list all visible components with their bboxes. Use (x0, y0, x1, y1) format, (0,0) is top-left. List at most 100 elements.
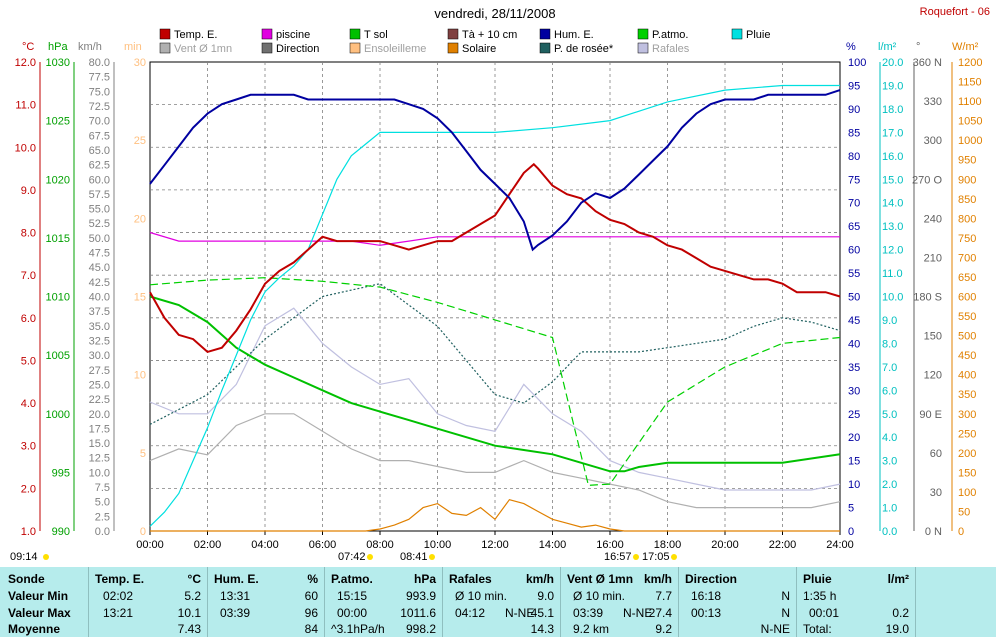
wind-axis-tick: 10.0 (89, 467, 110, 479)
solar-axis-tick: 550 (958, 311, 976, 323)
rain-axis-tick: 15.0 (882, 174, 903, 186)
wind-axis-tick: 42.5 (89, 277, 110, 289)
rain-axis-tick: 12.0 (882, 245, 903, 257)
hum-axis-tick: 90 (848, 104, 860, 116)
wind-axis-tick: 57.5 (89, 189, 110, 201)
wind-axis-tick: 75.0 (89, 86, 110, 98)
sun-event-marker (367, 554, 373, 560)
wind-axis-tick: 37.5 (89, 306, 110, 318)
wind-axis-tick: 32.5 (89, 335, 110, 347)
solar-axis-tick: 1200 (958, 57, 982, 69)
dir-axis-tick: 360 N (913, 57, 942, 69)
series-temp-e-line (149, 162, 841, 354)
dir-min-time: 16:18 (691, 589, 722, 603)
col-rain: Pluie l/m² 1:35 h 00:01 0.2 Total: 19.0 (796, 567, 915, 637)
rain-axis-tick: 18.0 (882, 104, 903, 116)
hum-axis-tick: 60 (848, 245, 860, 257)
solar-axis-tick: 1150 (958, 77, 982, 89)
sun-axis-tick: 5 (140, 448, 146, 460)
temp-avg-value: 7.43 (177, 622, 201, 636)
hum-axis-tick: 15 (848, 456, 860, 468)
legend-label: Vent Ø 1mn (174, 43, 232, 55)
wind-max-dir: N-NE (623, 606, 653, 620)
wind-axis-tick: 25.0 (89, 379, 110, 391)
rain-axis-tick: 2.0 (882, 479, 897, 491)
wind-max-time: 03:39 (573, 606, 604, 620)
solar-axis-tick: 750 (958, 233, 976, 245)
dir-header: Direction (685, 572, 738, 586)
legend-label: P. de rosée* (554, 43, 614, 55)
hum-axis-tick: 85 (848, 127, 860, 139)
rain-axis-tick: 1.0 (882, 503, 897, 515)
rain-max-value: 0.2 (892, 606, 909, 620)
wind-axis-tick: 5.0 (95, 497, 110, 509)
wind-max-value: 27.4 (648, 606, 672, 620)
press-axis-unit: hPa (48, 41, 68, 53)
hum-axis-unit: % (846, 41, 856, 53)
solar-axis-tick: 50 (958, 506, 970, 518)
rain-total-label: Total: (803, 622, 832, 636)
time-tick: 00:00 (136, 539, 164, 551)
series-p-de-ros-e-line (149, 283, 841, 425)
rain-axis-tick: 10.0 (882, 292, 903, 304)
solar-axis-tick: 600 (958, 292, 976, 304)
wind-axis-tick: 35.0 (89, 321, 110, 333)
wind-axis-tick: 40.0 (89, 292, 110, 304)
time-tick: 06:00 (309, 539, 337, 551)
legend-swatch (261, 28, 273, 40)
dir-max-time: 00:13 (691, 606, 722, 620)
time-tick: 14:00 (539, 539, 567, 551)
solar-axis-tick: 250 (958, 428, 976, 440)
legend-label: Solaire (462, 43, 496, 55)
temp-max-time: 13:21 (103, 606, 134, 620)
series-hum-e-line (149, 89, 841, 252)
time-tick: 24:00 (826, 539, 854, 551)
sun-event-marker (43, 554, 49, 560)
temp-axis-tick: 1.0 (21, 526, 36, 538)
rain-axis-tick: 7.0 (882, 362, 897, 374)
rain-unit: l/m² (887, 572, 909, 586)
time-tick: 16:00 (596, 539, 624, 551)
gust-avg-value: 14.3 (530, 622, 554, 636)
row-label-max: Valeur Max (8, 606, 71, 620)
press-axis-tick: 1000 (46, 409, 70, 421)
wind-axis-tick: 27.5 (89, 365, 110, 377)
wind-axis-tick: 47.5 (89, 248, 110, 260)
press-axis-tick: 995 (52, 467, 70, 479)
rain-axis-tick: 5.0 (882, 409, 897, 421)
legend-swatch (731, 28, 743, 40)
wind-min-label: Ø 10 min. (573, 589, 626, 603)
solar-axis-tick: 150 (958, 467, 976, 479)
gust-header: Rafales (449, 572, 492, 586)
col-empty (915, 567, 996, 637)
legend-label: T sol (364, 29, 388, 41)
sun-axis-tick: 10 (134, 370, 146, 382)
rain-axis-tick: 13.0 (882, 221, 903, 233)
hum-avg-value: 84 (304, 622, 318, 636)
series-rafales-line (149, 307, 841, 491)
legend-swatch (637, 42, 649, 54)
legend-swatch (261, 42, 273, 54)
wind-axis-tick: 50.0 (89, 233, 110, 245)
wind-axis-tick: 70.0 (89, 116, 110, 128)
hum-axis-tick: 5 (848, 503, 854, 515)
temp-axis-tick: 4.0 (21, 398, 36, 410)
dir-max-value: N (781, 606, 790, 620)
hum-min-value: 60 (304, 589, 318, 603)
press-header: P.atmo. (331, 572, 373, 586)
solar-axis-tick: 400 (958, 370, 976, 382)
press-axis-tick: 1015 (46, 233, 70, 245)
temp-max-value: 10.1 (177, 606, 201, 620)
press-trend: ^3.1hPa/h (331, 622, 385, 636)
solar-axis-tick: 200 (958, 448, 976, 460)
series-p-atmo-line (149, 277, 841, 486)
rain-axis-unit: l/m² (878, 41, 897, 53)
sun-event-label: 08:41 (400, 551, 428, 563)
wind-axis-tick: 80.0 (89, 57, 110, 69)
wind-axis-tick: 55.0 (89, 204, 110, 216)
wind-min-value: 7.7 (655, 589, 672, 603)
press-max-time: 00:00 (337, 606, 368, 620)
wind-axis-tick: 30.0 (89, 350, 110, 362)
rain-axis-tick: 19.0 (882, 80, 903, 92)
wind-axis-tick: 52.5 (89, 218, 110, 230)
